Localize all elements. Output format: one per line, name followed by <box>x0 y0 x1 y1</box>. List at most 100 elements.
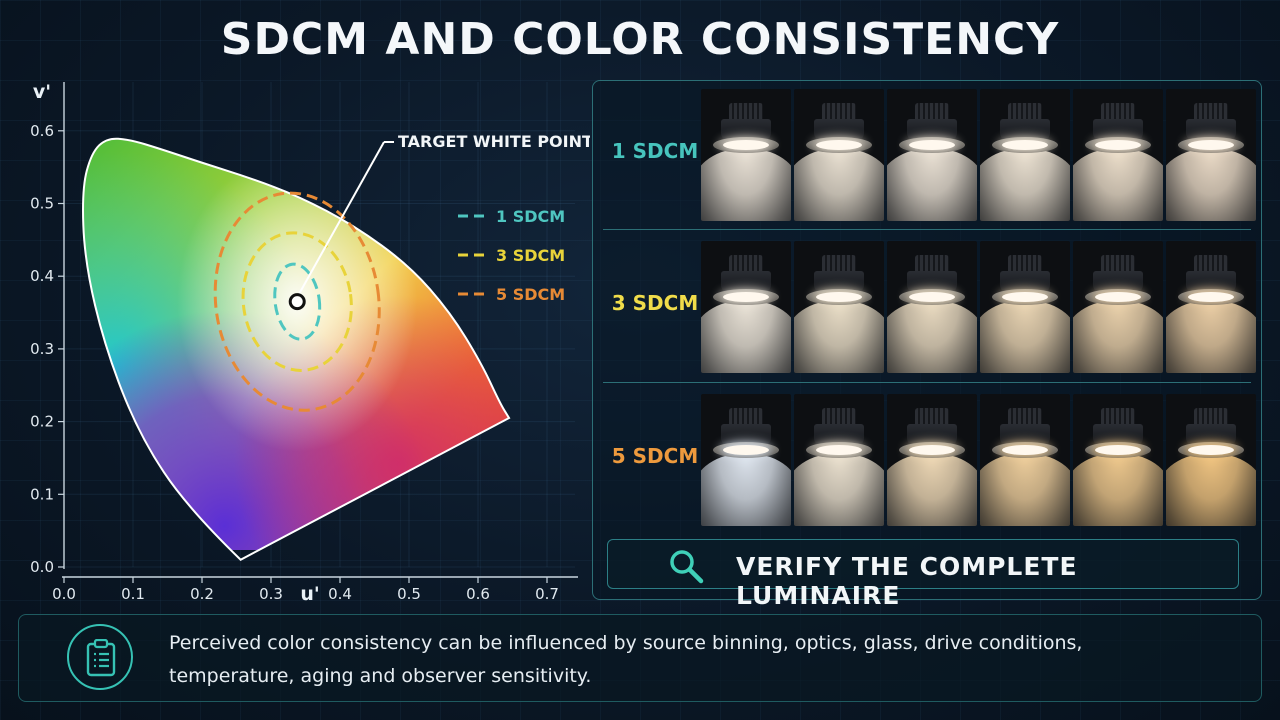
row-divider <box>603 229 1251 230</box>
downlight-body <box>1186 424 1236 446</box>
heatsink-fins <box>1194 255 1228 273</box>
cie-chromaticity-diagram: 0.0 0.1 0.2 0.3 0.4 0.5 0.6 0.7 0.0 0.1 0.2 0.3 0.4 0… <box>30 81 590 605</box>
downlight-lens <box>909 140 955 150</box>
sdcm-ellipse <box>213 191 381 412</box>
luminaire-tiles <box>701 241 1256 373</box>
downlight-lens <box>816 445 862 455</box>
downlight-body <box>814 271 864 293</box>
luminaire-tile <box>1073 241 1163 373</box>
luminaire-tile <box>1166 241 1256 373</box>
luminaire-tile <box>794 394 884 526</box>
luminaire-tile <box>701 89 791 221</box>
light-beam <box>980 454 1070 526</box>
y-tick-label: 0.1 <box>30 485 54 503</box>
sdcm-ellipse <box>273 262 322 341</box>
downlight-lens <box>909 445 955 455</box>
light-beam <box>887 149 977 221</box>
heatsink-fins <box>915 103 949 121</box>
downlight-lens <box>1095 445 1141 455</box>
row-5-sdcm: 5 SDCM <box>593 388 1261 526</box>
downlight-lens <box>1002 292 1048 302</box>
downlight-body <box>1093 119 1143 141</box>
downlight-lens <box>1188 140 1234 150</box>
downlight-body <box>907 271 957 293</box>
light-beam <box>1073 149 1163 221</box>
heatsink-fins <box>1194 408 1228 426</box>
downlight-body <box>1000 424 1050 446</box>
light-beam <box>1166 149 1256 221</box>
row-label: 5 SDCM <box>611 444 699 468</box>
x-tick-label: 0.4 <box>328 585 352 603</box>
light-beam <box>701 454 791 526</box>
heatsink-fins <box>915 255 949 273</box>
luminaire-tile <box>980 89 1070 221</box>
downlight-lens <box>1095 292 1141 302</box>
downlight-lens <box>1002 140 1048 150</box>
downlight-body <box>814 424 864 446</box>
downlight-lens <box>909 292 955 302</box>
white-point-annotation: TARGET WHITE POINT <box>398 132 590 151</box>
white-point-marker <box>288 293 306 311</box>
downlight-body <box>1093 271 1143 293</box>
luminaire-tiles <box>701 394 1256 526</box>
x-axis-label: u' <box>300 583 319 605</box>
luminaire-tile <box>794 241 884 373</box>
heatsink-fins <box>915 408 949 426</box>
y-tick-label: 0.2 <box>30 413 54 431</box>
clipboard-badge <box>67 624 133 690</box>
downlight-body <box>907 424 957 446</box>
luminaire-tile <box>887 89 977 221</box>
heatsink-fins <box>1008 103 1042 121</box>
spectral-locus-outline <box>82 137 511 561</box>
light-beam <box>794 454 884 526</box>
heatsink-fins <box>822 103 856 121</box>
light-beam <box>701 301 791 373</box>
y-tick-label: 0.3 <box>30 340 54 358</box>
luminaire-tile <box>980 394 1070 526</box>
macadam-ellipses <box>213 191 381 412</box>
heatsink-fins <box>822 255 856 273</box>
downlight-body <box>721 119 771 141</box>
luminaire-tile <box>701 241 791 373</box>
heatsink-fins <box>822 408 856 426</box>
downlight-lens <box>1188 445 1234 455</box>
y-tick-label: 0.5 <box>30 195 54 213</box>
light-beam <box>980 301 1070 373</box>
legend-label: 3 SDCM <box>496 246 565 265</box>
downlight-body <box>1000 271 1050 293</box>
downlight-lens <box>1188 292 1234 302</box>
sdcm-ellipse <box>241 231 353 372</box>
verify-label: VERIFY THE COMPLETE LUMINAIRE <box>736 552 1078 610</box>
light-beam <box>887 301 977 373</box>
y-tick-label: 0.4 <box>30 267 54 285</box>
y-tick-label: 0.6 <box>30 122 54 140</box>
luminaire-tile <box>887 394 977 526</box>
downlight-body <box>1093 424 1143 446</box>
downlight-lens <box>723 140 769 150</box>
luminaire-tile <box>1073 89 1163 221</box>
downlight-body <box>1186 271 1236 293</box>
row-divider <box>603 382 1251 383</box>
luminaire-tile <box>701 394 791 526</box>
sdcm-comparison-panel: 1 SDCM 3 SDCM 5 SDCM <box>592 80 1262 600</box>
heatsink-fins <box>1101 408 1135 426</box>
x-tick-label: 0.5 <box>397 585 421 603</box>
luminaire-tiles <box>701 89 1256 221</box>
chart-axes: 0.0 0.1 0.2 0.3 0.4 0.5 0.6 0.7 0.0 0.1 0.2 0.3 0.4 0… <box>30 82 578 603</box>
x-tick-label: 0.0 <box>52 585 76 603</box>
luminaire-tile <box>1166 394 1256 526</box>
row-label: 1 SDCM <box>611 139 699 163</box>
heatsink-fins <box>1101 103 1135 121</box>
y-tick-label: 0.0 <box>30 558 54 576</box>
heatsink-fins <box>1008 408 1042 426</box>
light-beam <box>794 149 884 221</box>
row-label: 3 SDCM <box>611 291 699 315</box>
downlight-lens <box>816 292 862 302</box>
downlight-body <box>721 271 771 293</box>
x-tick-label: 0.6 <box>466 585 490 603</box>
light-beam <box>794 301 884 373</box>
heatsink-fins <box>1194 103 1228 121</box>
light-beam <box>1166 454 1256 526</box>
note-box: Perceived color consistency can be influ… <box>18 614 1262 702</box>
row-1-sdcm: 1 SDCM <box>593 83 1261 221</box>
